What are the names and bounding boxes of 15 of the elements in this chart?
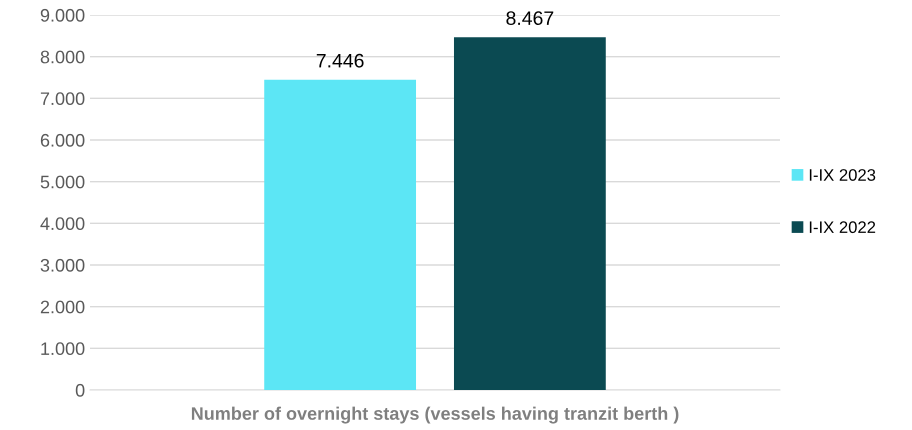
y-tick-label: 6.000 [40, 134, 84, 147]
y-tick-label: 7.000 [40, 92, 84, 106]
y-tick-label: 3.000 [40, 258, 84, 272]
x-tick-label: Number of overnight stays (vessels having tranzit berth ) [192, 406, 678, 424]
y-tick-label: 5.000 [40, 176, 84, 188]
y-tick-label: 4.000 [40, 217, 84, 230]
y-tick-label: 1.000 [41, 342, 84, 356]
data-label: 7.446 [316, 54, 364, 68]
data-label: 8.467 [506, 11, 554, 26]
y-tick-label: 8.000 [40, 50, 84, 64]
legend-label: I-IX 2023 [810, 169, 876, 181]
y-tick-label: 2.000 [40, 300, 84, 314]
y-tick-label: 0 [76, 384, 84, 397]
legend-label: I-IX 2022 [810, 221, 876, 234]
y-tick-label: 9.000 [40, 8, 84, 22]
